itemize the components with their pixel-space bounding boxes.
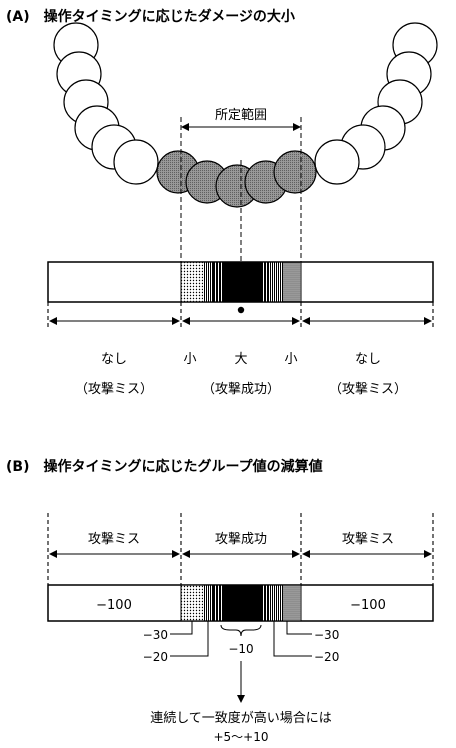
timing-bar-a <box>48 262 433 302</box>
callout-minus20-right: −20 <box>314 650 339 664</box>
header-center: 攻撃成功 <box>215 531 267 547</box>
callout-minus10: −10 <box>228 642 253 656</box>
header-left: 攻撃ミス <box>88 531 140 547</box>
zone-left-sub: （攻撃ミス） <box>75 381 153 397</box>
note-line2: +5〜+10 <box>213 730 268 744</box>
value-left: −100 <box>96 598 132 613</box>
bead-hit-5 <box>274 151 316 193</box>
zone-right-label: なし <box>355 352 381 367</box>
header-right: 攻撃ミス <box>342 531 394 547</box>
range-label: 所定範囲 <box>215 108 267 123</box>
center-marker <box>238 307 244 313</box>
zone-right-sub: （攻撃ミス） <box>329 381 407 397</box>
bead-right-6 <box>315 140 359 184</box>
callout-leaders <box>170 621 312 702</box>
note-line1: 連続して一致度が高い場合には <box>150 710 332 726</box>
zone-arrows-b <box>48 513 433 585</box>
zone-center-large: 大 <box>234 352 247 367</box>
callout-minus20-left: −20 <box>143 650 168 664</box>
section-a-title: (A) 操作タイミングに応じたダメージの大小 <box>6 8 295 25</box>
zone-arrows-a <box>48 302 433 330</box>
section-b-title: (B) 操作タイミングに応じたグループ値の減算値 <box>6 458 323 475</box>
callout-minus30-left: −30 <box>143 628 168 642</box>
zone-center-sub: （攻撃成功） <box>202 381 280 397</box>
value-right: −100 <box>350 598 386 613</box>
bead-chain <box>54 23 437 184</box>
zone-center-small-right: 小 <box>284 352 297 367</box>
zone-center-small-left: 小 <box>183 352 196 367</box>
zone-left-label: なし <box>101 352 127 367</box>
bead-left-6 <box>114 140 158 184</box>
callout-minus30-right: −30 <box>314 628 339 642</box>
